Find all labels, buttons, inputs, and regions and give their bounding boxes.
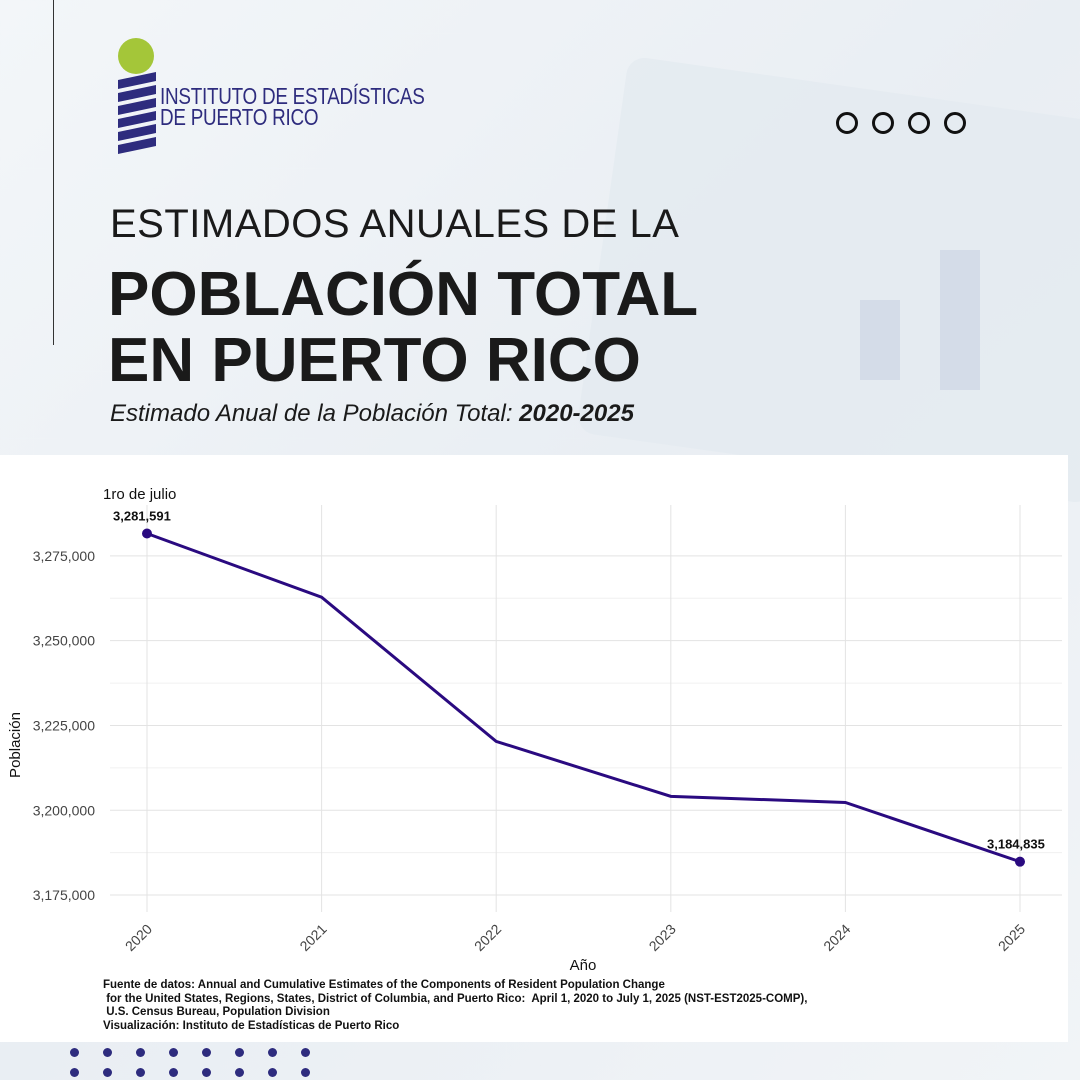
data-point [1015, 856, 1025, 867]
background-bar [940, 250, 980, 390]
y-tick-label: 3,175,000 [33, 887, 95, 903]
x-tick-label: 2024 [820, 921, 853, 954]
x-tick-label: 2022 [471, 921, 504, 954]
line-chart: 1ro de julio 3,175,000 3,200,000 3,225,000… [7, 486, 1062, 974]
y-tick-label: 3,200,000 [33, 802, 95, 818]
logo-line2: DE PUERTO RICO [160, 104, 319, 130]
logo-line1: INSTITUTO DE ESTADÍSTICAS [160, 83, 425, 109]
y-tick-label: 3,225,000 [33, 717, 95, 733]
subtitle-range: 2020-2025 [519, 400, 634, 427]
title-main: POBLACIÓN TOTAL EN PUERTO RICO [108, 262, 698, 394]
y-axis-label: Población [7, 712, 24, 778]
visualization-note: Visualización: Instituto de Estadísticas… [103, 1019, 400, 1032]
source-note: Fuente de datos: Annual and Cumulative E… [103, 979, 808, 1018]
subtitle: Estimado Anual de la Población Total: 20… [110, 400, 634, 428]
x-tick-label: 2025 [995, 921, 1028, 954]
data-label: 3,184,835 [987, 837, 1045, 852]
title-line3: EN PUERTO RICO [108, 326, 641, 395]
chart-panel: 1ro de julio 3,175,000 3,200,000 3,225,000… [0, 455, 1068, 1042]
data-label: 3,281,591 [113, 509, 171, 524]
chart-title: 1ro de julio [103, 486, 176, 503]
decorative-circles [836, 112, 966, 134]
y-tick-label: 3,250,000 [33, 633, 95, 649]
footer-notes: Fuente de datos: Annual and Cumulative E… [103, 979, 807, 1033]
logo-dot [118, 38, 154, 74]
data-point [142, 528, 152, 539]
x-tick-label: 2023 [646, 921, 679, 954]
subtitle-prefix: Estimado Anual de la Población Total: [110, 400, 520, 427]
divider-line [53, 0, 54, 345]
background-bar [860, 300, 900, 380]
series-line [146, 532, 1021, 864]
y-tick-label: 3,275,000 [33, 548, 95, 564]
x-tick-label: 2020 [122, 921, 155, 954]
title-line2: POBLACIÓN TOTAL [108, 260, 699, 329]
title-line1: ESTIMADOS ANUALES DE LA [110, 202, 680, 246]
logo-e-icon [118, 71, 156, 155]
x-tick-label: 2021 [296, 921, 329, 954]
x-axis-label: Año [570, 957, 597, 974]
logo-text: INSTITUTO DE ESTADÍSTICAS DE PUERTO RICO [160, 83, 425, 130]
decorative-dots [70, 1048, 310, 1077]
